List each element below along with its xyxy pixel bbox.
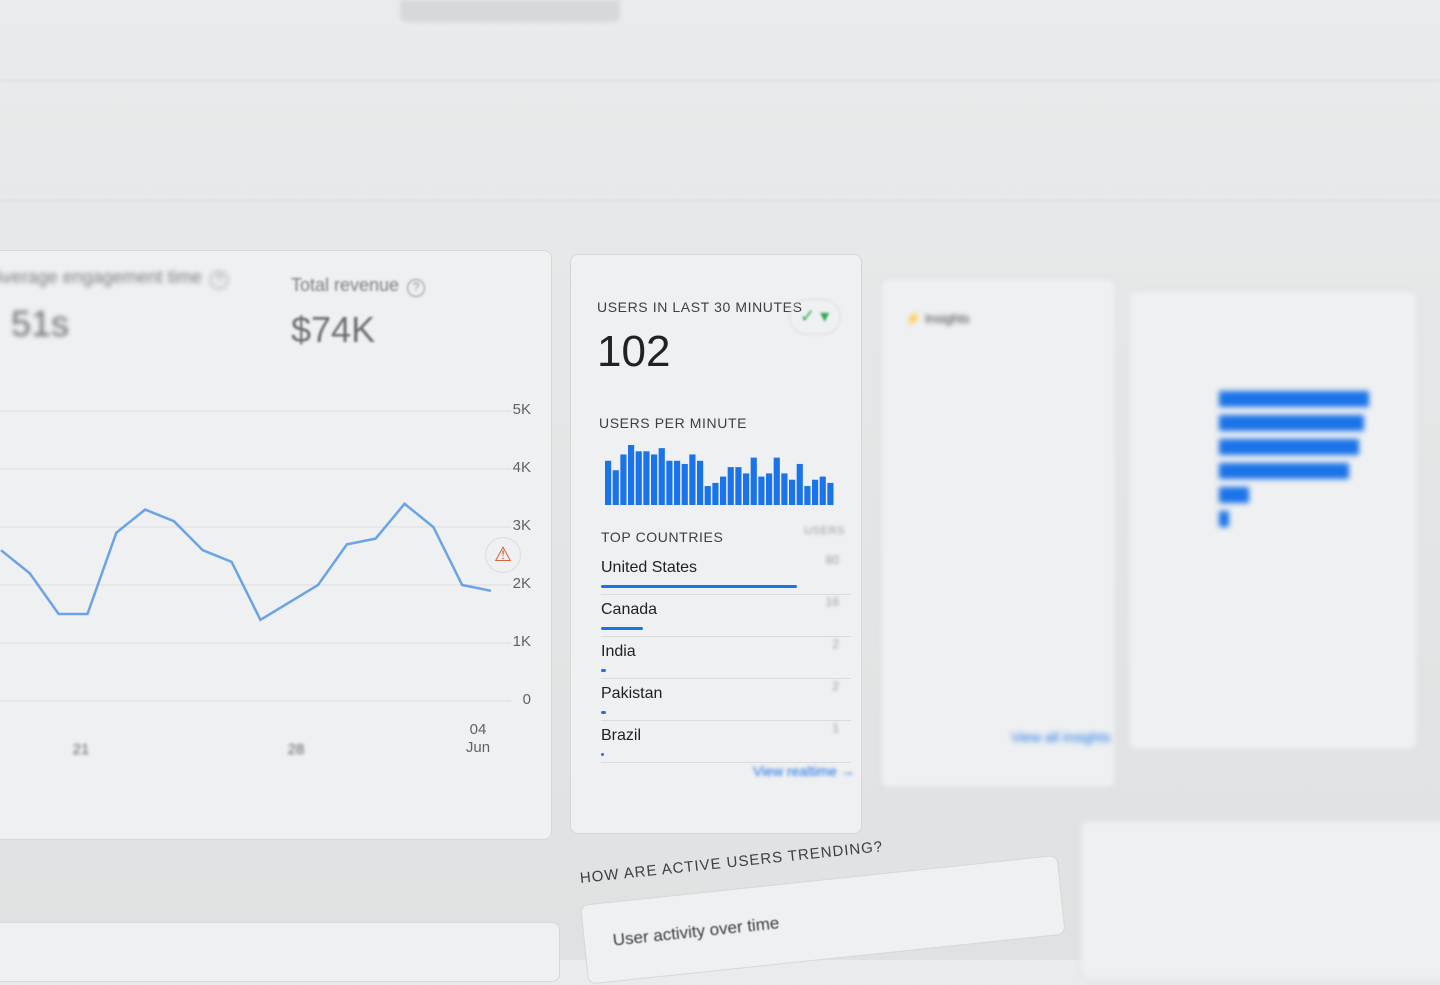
country-name: India [601, 643, 636, 660]
bar [766, 473, 773, 505]
help-circle-icon[interactable]: ? [407, 279, 426, 297]
country-users: 2 [832, 679, 839, 693]
country-share-bar [601, 669, 606, 672]
bar [651, 454, 658, 505]
insights-title: ⚡ Insights [905, 311, 970, 327]
realtime-value: 102 [597, 327, 671, 376]
y-tick-label: 5K [512, 401, 531, 418]
bar [697, 460, 704, 505]
bar [804, 486, 811, 505]
y-tick-label: 1K [512, 633, 531, 650]
country-share-bar [601, 585, 797, 588]
bar [605, 460, 612, 505]
check-circle-icon[interactable]: ✓ ▾ [789, 299, 841, 335]
blurred-card [0, 922, 560, 982]
x-tick-label: 21 [66, 741, 96, 759]
x-tick-day: 21 [72, 741, 90, 758]
bar [812, 479, 819, 505]
top-bar [400, 0, 620, 22]
bar [750, 457, 757, 505]
y-tick-label: 3K [512, 517, 531, 534]
bar [658, 448, 665, 505]
bar [796, 463, 803, 505]
view-insights-link[interactable]: View all insights [1011, 729, 1111, 745]
bar [712, 482, 719, 505]
country-row[interactable]: Canada 16 [601, 595, 851, 637]
users-label: USERS [804, 525, 845, 537]
bar [789, 479, 796, 505]
bar-chart [605, 445, 834, 505]
x-tick-month: Jun [465, 739, 491, 756]
bar [681, 463, 688, 505]
bar [628, 445, 635, 505]
country-share-bar [601, 627, 643, 630]
blurred-card [1080, 820, 1440, 980]
country-row[interactable]: Pakistan 2 [601, 679, 851, 721]
country-users: 16 [825, 595, 839, 609]
x-tick-label: 28 [281, 741, 311, 759]
x-tick-day: 04 [469, 721, 487, 738]
divider [0, 80, 1440, 81]
bar [773, 457, 780, 505]
x-tick-day: 28 [287, 741, 305, 758]
bar [635, 451, 642, 505]
bar [781, 473, 788, 505]
x-tick-label: 04 Jun [463, 721, 493, 757]
realtime-title: USERS IN LAST 30 MINUTES [597, 299, 803, 315]
bar [819, 476, 826, 505]
country-name: Brazil [601, 727, 642, 744]
metric-engagement: Average engagement time? [0, 267, 228, 289]
country-row[interactable]: India 2 [601, 637, 851, 679]
warning-triangle-icon[interactable]: ⚠ [485, 537, 521, 573]
country-row[interactable]: United States 80 [601, 553, 851, 595]
bar [612, 470, 619, 505]
metric-engagement-value: 51s [11, 303, 70, 344]
country-users: 2 [832, 637, 839, 651]
insights-title-text: Insights [924, 311, 970, 326]
y-tick-label: 4K [512, 459, 531, 476]
country-users: 80 [825, 553, 839, 567]
card-title: User activity over time [611, 913, 781, 950]
metric-label: Average engagement time [0, 267, 202, 287]
country-name: Canada [601, 601, 658, 618]
country-users: 1 [832, 721, 839, 735]
country-name: United States [601, 559, 698, 576]
country-share-bar [601, 753, 604, 756]
line-chart [0, 410, 511, 702]
countries-label: TOP COUNTRIES [601, 529, 724, 545]
series-line [0, 502, 492, 622]
bar [735, 467, 742, 505]
overview-card: Average engagement time? 51s Total reven… [0, 250, 552, 840]
country-share-bar [601, 711, 606, 714]
insights-card: ⚡ Insights View all insights [880, 278, 1116, 788]
link-text: View realtime [753, 763, 837, 779]
bar [674, 460, 681, 505]
help-circle-icon[interactable]: ? [209, 271, 228, 289]
y-tick-label: 2K [512, 575, 531, 592]
view-realtime-link[interactable]: View realtime → [753, 763, 855, 779]
country-row[interactable]: Brazil 1 [601, 721, 851, 763]
metric-revenue-value: $74K [291, 309, 376, 350]
bar [720, 476, 727, 505]
bar [666, 460, 673, 505]
country-name: Pakistan [601, 685, 663, 702]
metric-revenue: Total revenue? [291, 275, 426, 297]
bar [704, 486, 711, 505]
bar [758, 476, 765, 505]
realtime-card: USERS IN LAST 30 MINUTES ✓ ▾ 102 USERS P… [570, 254, 862, 834]
divider [0, 200, 1440, 201]
blurred-card [1128, 290, 1418, 750]
per-minute-label: USERS PER MINUTE [599, 415, 748, 431]
arrow-right-icon: → [840, 763, 855, 779]
metric-label: Total revenue [291, 275, 400, 295]
insights-icon: ⚡ [905, 311, 925, 326]
bar [620, 454, 627, 505]
bar [643, 451, 650, 505]
bar [727, 467, 734, 505]
y-tick-label: 0 [522, 691, 531, 708]
bar [827, 482, 834, 505]
bar [743, 473, 750, 505]
bar [689, 454, 696, 505]
